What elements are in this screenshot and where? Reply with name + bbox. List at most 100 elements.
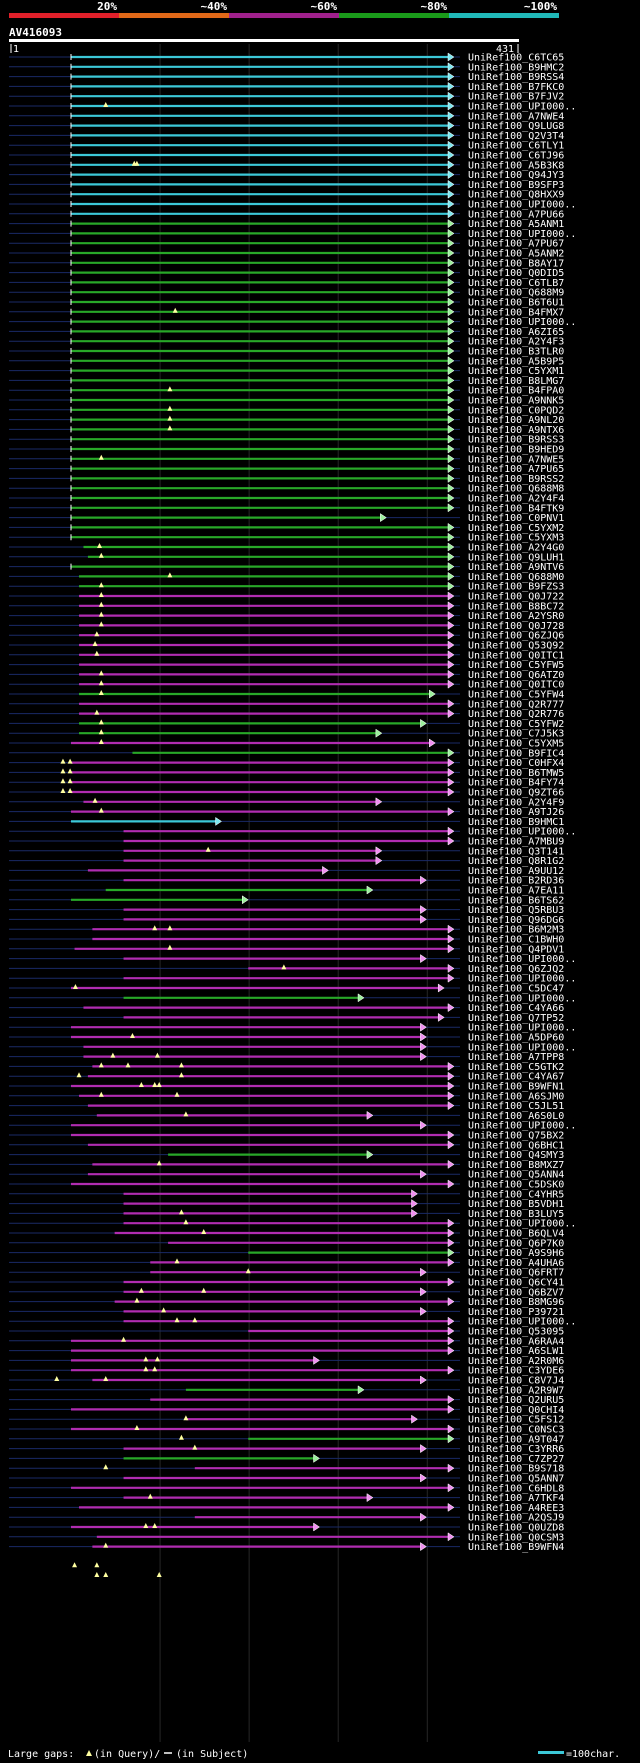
hit-row[interactable]: UniRef100_B8AY17: [9, 258, 564, 269]
hit-label[interactable]: UniRef100_C5YFW4: [468, 690, 564, 701]
hit-label[interactable]: UniRef100_B7FJV2: [468, 92, 564, 103]
hit-label[interactable]: UniRef100_A7EA11: [468, 886, 564, 897]
hit-label[interactable]: UniRef100_Q53Q92: [468, 641, 564, 652]
hit-label[interactable]: UniRef100_A2R9W7: [468, 1385, 564, 1396]
hit-label[interactable]: UniRef100_C5YXM2: [468, 523, 564, 534]
hit-row[interactable]: UniRef100_C0PNV1: [9, 513, 564, 524]
hit-label[interactable]: UniRef100_Q0ITC0: [468, 680, 564, 691]
hit-label[interactable]: UniRef100_C5YXM5: [468, 739, 564, 750]
hit-row[interactable]: UniRef100_C6HDL8: [9, 1483, 564, 1494]
hit-row[interactable]: UniRef100_B6TMW5: [9, 768, 564, 779]
hit-row[interactable]: UniRef100_A9NNK5: [9, 396, 564, 407]
hit-label[interactable]: UniRef100_A6S0L0: [468, 1111, 564, 1122]
hit-label[interactable]: UniRef100_Q3T141: [468, 846, 564, 857]
hit-row[interactable]: UniRef100_UPI000..: [9, 1042, 576, 1053]
hit-label[interactable]: UniRef100_B6M2M3: [468, 925, 564, 936]
hit-row[interactable]: UniRef100_B9RSS3: [9, 435, 564, 446]
hit-label[interactable]: UniRef100_C5DSK0: [468, 1180, 564, 1191]
hit-label[interactable]: UniRef100_UPI000..: [468, 1023, 576, 1034]
hit-row[interactable]: UniRef100_UPI000..: [9, 993, 576, 1004]
hit-row[interactable]: UniRef100_UPI000..: [9, 954, 576, 965]
hit-label[interactable]: UniRef100_A5B9P5: [468, 356, 564, 367]
hit-row[interactable]: UniRef100_Q8R1G2: [9, 856, 564, 867]
hit-label[interactable]: UniRef100_A9NNK5: [468, 396, 564, 407]
hit-label[interactable]: UniRef100_UPI000..: [468, 974, 576, 985]
hit-label[interactable]: UniRef100_B8MXZ7: [468, 1160, 564, 1171]
hit-label[interactable]: UniRef100_A2Y4G0: [468, 543, 564, 554]
hit-label[interactable]: UniRef100_B4FPA0: [468, 386, 564, 397]
hit-row[interactable]: UniRef100_UPI000..: [9, 1023, 576, 1034]
hit-label[interactable]: UniRef100_C5FS12: [468, 1415, 564, 1426]
hit-label[interactable]: UniRef100_UPI000..: [468, 954, 576, 965]
hit-row[interactable]: UniRef100_B9RSS2: [9, 474, 564, 485]
hit-row[interactable]: UniRef100_B7FKC0: [9, 82, 564, 93]
hit-label[interactable]: UniRef100_A7PU67: [468, 239, 564, 250]
hit-label[interactable]: UniRef100_C3YRR6: [468, 1444, 564, 1455]
hit-label[interactable]: UniRef100_A6SJM0: [468, 1091, 564, 1102]
hit-label[interactable]: UniRef100_C4YA66: [468, 1003, 564, 1014]
hit-row[interactable]: UniRef100_C0NSC3: [9, 1425, 564, 1436]
hit-label[interactable]: UniRef100_C0NSC3: [468, 1425, 564, 1436]
hit-label[interactable]: UniRef100_A6ZI65: [468, 327, 564, 338]
hit-label[interactable]: UniRef100_Q6BHC1: [468, 1140, 564, 1151]
hit-row[interactable]: UniRef100_C5JL51: [9, 1101, 564, 1112]
hit-label[interactable]: UniRef100_Q9LUH1: [468, 552, 564, 563]
hit-row[interactable]: UniRef100_B4FTK9: [9, 503, 564, 514]
hit-row[interactable]: UniRef100_B8MG96: [9, 1297, 564, 1308]
hit-row[interactable]: UniRef100_A9NTX6: [9, 425, 564, 436]
hit-label[interactable]: UniRef100_A7TPP8: [468, 1052, 564, 1063]
hit-row[interactable]: UniRef100_C5FS12: [9, 1415, 564, 1426]
hit-label[interactable]: UniRef100_C6TLB7: [468, 278, 564, 289]
hit-label[interactable]: UniRef100_A9NTX6: [468, 425, 564, 436]
hit-label[interactable]: UniRef100_C6TC65: [468, 53, 564, 64]
hit-label[interactable]: UniRef100_Q8R1G2: [468, 856, 564, 867]
hit-label[interactable]: UniRef100_Q2V3T4: [468, 131, 564, 142]
hit-row[interactable]: UniRef100_C0HFX4: [9, 758, 564, 769]
hit-row[interactable]: UniRef100_Q6FRT7: [9, 1268, 564, 1279]
hit-row[interactable]: UniRef100_B9S718: [9, 1464, 564, 1475]
hit-row[interactable]: UniRef100_Q688M9: [9, 288, 564, 299]
hit-row[interactable]: UniRef100_Q0CSM3: [9, 1532, 564, 1543]
hit-row[interactable]: UniRef100_C6TLY1: [9, 141, 564, 152]
hit-label[interactable]: UniRef100_Q0CSM3: [468, 1532, 564, 1543]
hit-label[interactable]: UniRef100_Q4SMY3: [468, 1150, 564, 1161]
hit-row[interactable]: UniRef100_A4REE3: [9, 1503, 564, 1514]
hit-row[interactable]: UniRef100_P39721: [9, 1307, 564, 1318]
hit-row[interactable]: UniRef100_Q5ANN7: [9, 1474, 564, 1485]
hit-row[interactable]: UniRef100_Q0J728: [9, 621, 564, 632]
hit-label[interactable]: UniRef100_B9FIC4: [468, 748, 564, 759]
hit-label[interactable]: UniRef100_Q5RBU3: [468, 905, 564, 916]
hit-label[interactable]: UniRef100_A7NWE4: [468, 111, 564, 122]
hit-row[interactable]: UniRef100_C3YDE6: [9, 1366, 564, 1377]
hit-row[interactable]: UniRef100_Q3T141: [9, 846, 564, 857]
hit-row[interactable]: UniRef100_A9NTV6: [9, 562, 564, 573]
hit-row[interactable]: UniRef100_A7NWE5: [9, 454, 564, 465]
hit-row[interactable]: UniRef100_A2Y4G0: [9, 543, 564, 554]
hit-row[interactable]: UniRef100_Q688M8: [9, 484, 564, 495]
hit-label[interactable]: UniRef100_A2YSR0: [468, 611, 564, 622]
hit-label[interactable]: UniRef100_Q0UZD8: [468, 1523, 564, 1534]
hit-label[interactable]: UniRef100_A7PU65: [468, 464, 564, 475]
hit-row[interactable]: UniRef100_Q53Q92: [9, 641, 564, 652]
hit-label[interactable]: UniRef100_B8BC72: [468, 601, 564, 612]
hit-row[interactable]: UniRef100_A2R9W7: [9, 1385, 564, 1396]
hit-row[interactable]: UniRef100_B9HED9: [9, 445, 564, 456]
hit-row[interactable]: UniRef100_Q4SMY3: [9, 1150, 564, 1161]
hit-label[interactable]: UniRef100_Q9LUG8: [468, 121, 564, 132]
hit-row[interactable]: UniRef100_A7TKF4: [9, 1493, 564, 1504]
hit-row[interactable]: UniRef100_UPI000..: [9, 102, 576, 113]
hit-row[interactable]: UniRef100_A7MBU9: [9, 837, 564, 848]
hit-row[interactable]: UniRef100_UPI000..: [9, 317, 576, 328]
hit-row[interactable]: UniRef100_C4YA67: [9, 1072, 564, 1083]
hit-label[interactable]: UniRef100_B8LMG7: [468, 376, 564, 387]
hit-label[interactable]: UniRef100_Q6ZJQ2: [468, 964, 564, 975]
hit-row[interactable]: UniRef100_B8LMG7: [9, 376, 564, 387]
hit-label[interactable]: UniRef100_C5GTK2: [468, 1062, 564, 1073]
hit-label[interactable]: UniRef100_C7J5K3: [468, 729, 564, 740]
hit-row[interactable]: UniRef100_Q53095: [9, 1327, 564, 1338]
hit-label[interactable]: UniRef100_A9S9H6: [468, 1248, 564, 1259]
hit-label[interactable]: UniRef100_Q0CHI4: [468, 1405, 564, 1416]
hit-row[interactable]: UniRef100_C3YRR6: [9, 1444, 564, 1455]
hit-row[interactable]: UniRef100_C6TLB7: [9, 278, 564, 289]
hit-label[interactable]: UniRef100_C5DC47: [468, 984, 564, 995]
